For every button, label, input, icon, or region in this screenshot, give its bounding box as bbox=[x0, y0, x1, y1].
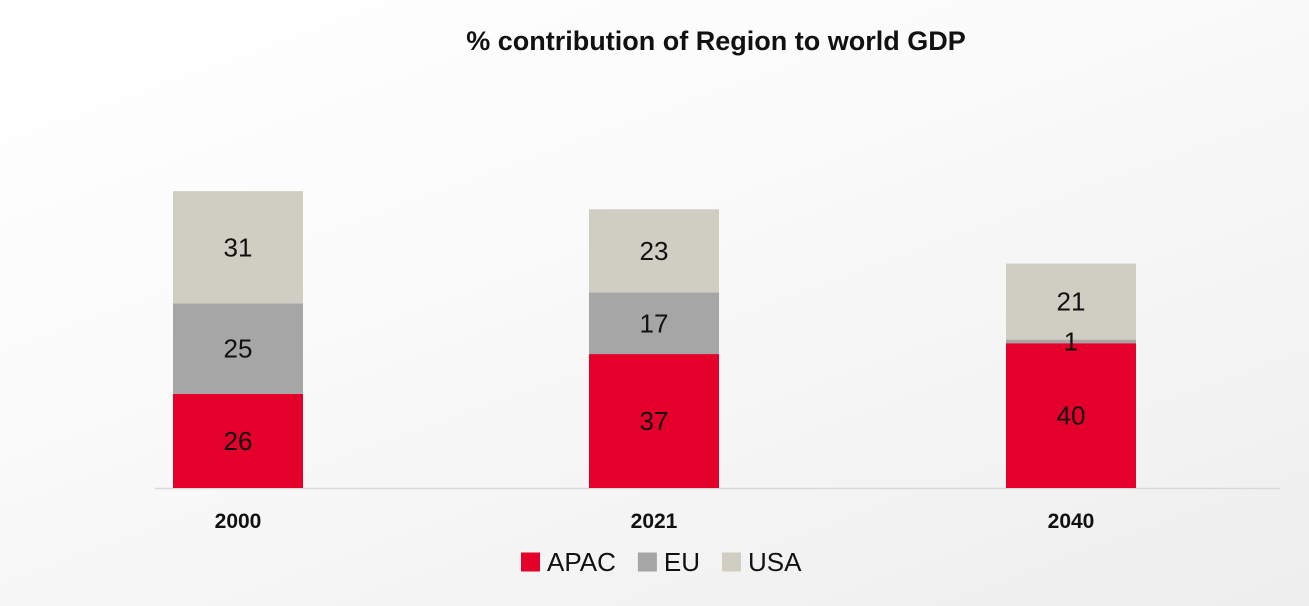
bar-apac-2021 bbox=[589, 354, 719, 488]
bar-apac-2040 bbox=[1006, 343, 1136, 488]
legend-swatch-apac bbox=[521, 552, 540, 572]
x-tick-label-2000: 2000 bbox=[215, 510, 262, 533]
bar-usa-2000 bbox=[173, 191, 303, 304]
legend-label-usa: USA bbox=[748, 547, 802, 577]
bar-eu-2040 bbox=[1006, 339, 1136, 344]
chart-title: % contribution of Region to world GDP bbox=[466, 26, 965, 56]
data-label-apac-2000: 26 bbox=[224, 426, 253, 456]
data-label-eu-2040: 1 bbox=[1064, 326, 1078, 356]
data-label-usa-2040: 21 bbox=[1057, 287, 1086, 317]
legend: APAC EU USA bbox=[521, 547, 802, 577]
data-label-eu-2021: 17 bbox=[640, 308, 669, 338]
bar-eu-2021 bbox=[589, 292, 719, 355]
bar-usa-2040 bbox=[1006, 263, 1136, 340]
bar-eu-2000 bbox=[173, 303, 303, 394]
bar-apac-2000 bbox=[173, 393, 303, 488]
data-label-usa-2000: 31 bbox=[224, 232, 253, 262]
x-tick-label-2021: 2021 bbox=[631, 510, 678, 533]
data-label-apac-2021: 37 bbox=[640, 406, 669, 436]
bar-usa-2021 bbox=[589, 209, 719, 293]
legend-label-apac: APAC bbox=[547, 547, 616, 577]
legend-label-eu: EU bbox=[664, 547, 700, 577]
data-labels-group: 26 25 31 37 17 23 40 1 21 bbox=[224, 232, 1086, 456]
bars-group bbox=[173, 191, 1136, 488]
legend-swatch-eu bbox=[637, 552, 657, 572]
legend-swatch-usa bbox=[722, 552, 741, 572]
data-label-apac-2040: 40 bbox=[1057, 401, 1086, 431]
x-axis-ticks: 2000 2021 2040 bbox=[215, 510, 1095, 533]
data-label-eu-2000: 25 bbox=[224, 334, 253, 364]
x-tick-label-2040: 2040 bbox=[1048, 510, 1095, 533]
data-label-usa-2021: 23 bbox=[640, 236, 669, 266]
